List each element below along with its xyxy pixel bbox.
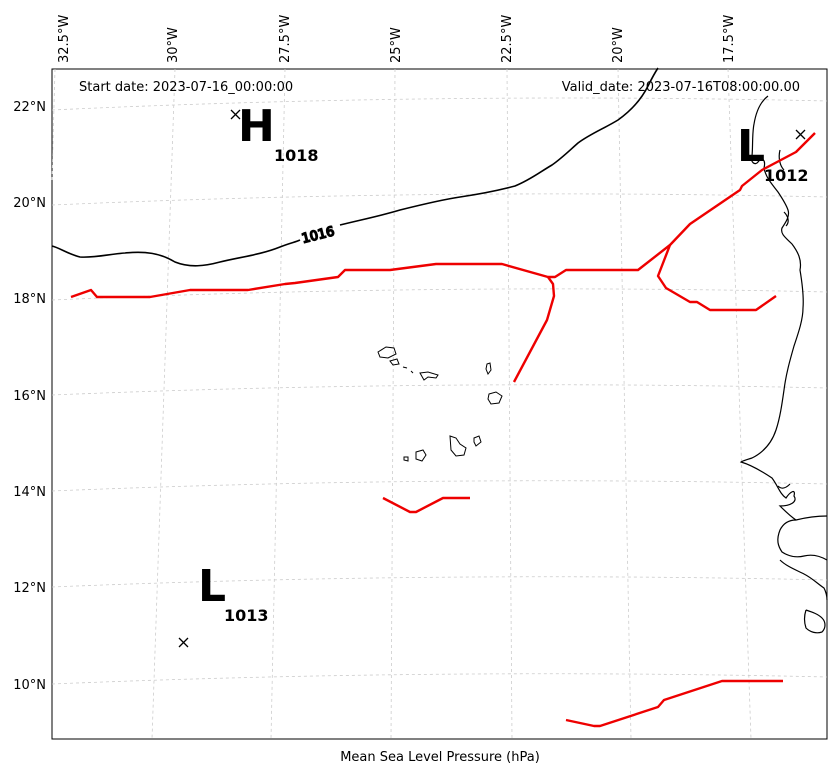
cape-verde-islands [377,346,503,462]
island-sal [485,362,492,376]
meridian-22-5w [506,68,513,740]
parallel-14n [51,480,828,492]
island-brava [403,456,409,462]
lat-tick-label: 12°N [13,581,46,596]
low-center-value: 1013 [224,606,269,625]
lon-tick-label: 25°W [389,27,404,63]
low-center-marker [178,637,189,648]
low-center-letter: L [198,561,226,612]
lat-tick-label: 22°N [13,100,46,115]
high-center-letter: H [238,101,275,152]
island-sao-nicolau [419,371,439,381]
island-santiago [449,435,467,457]
front-south [565,679,783,728]
front-loop [656,244,777,312]
guinea-coast [779,559,828,601]
lon-tick-label: 20°W [611,27,626,63]
coast-detail-3 [777,483,791,489]
isobar-line [339,67,659,226]
meridian-20w [617,68,632,740]
meridian-17-5w [727,68,752,740]
parallel-16n [51,384,828,396]
high-center-value: 1018 [274,146,319,165]
lat-tick-label: 10°N [13,678,46,693]
coast-detail-2 [783,211,789,227]
meridian-32-5w [51,68,56,181]
sierra-leone-coast [803,609,826,634]
meridian-27-5w [270,68,286,740]
lat-tick-label: 20°N [13,196,46,211]
africa-coast-south [777,519,828,561]
lon-tick-label: 22.5°W [500,15,515,63]
pressure-center-markers [178,109,806,648]
parallel-10n [51,673,828,685]
island-ilheu [410,370,414,374]
island-fogo [415,449,427,462]
low-center-value: 1012 [764,166,809,185]
lat-tick-label: 16°N [13,389,46,404]
island-maio [473,435,482,447]
lon-tick-label: 17.5°W [722,15,737,63]
pressure-centers: H 1018 L 1012 L 1013 [198,101,809,625]
isobar-line [51,239,301,267]
meridian-25w [390,68,396,740]
valid-date-label: Valid_date: 2023-07-16T08:00:00.00 [562,80,800,95]
lat-tick-label: 14°N [13,485,46,500]
low-center-letter: L [737,121,765,172]
lat-tick-labels: 22°N 20°N 18°N 16°N 14°N 12°N 10°N [13,100,46,693]
front-north [70,132,816,299]
front-middle [382,496,470,514]
lon-tick-label: 32.5°W [57,15,72,63]
africa-coast [739,95,828,521]
fronts [70,132,816,728]
island-santa-luzia [402,366,408,369]
start-date-label: Start date: 2023-07-16_00:00:00 [79,80,293,95]
map-frame [51,68,828,740]
meridian-30w [151,68,176,740]
lat-tick-label: 18°N [13,292,46,307]
island-sao-vicente [389,358,400,366]
high-center-marker [230,109,241,120]
parallel-20n [51,193,828,206]
island-boa-vista [487,391,503,405]
front-branch [512,276,556,383]
lon-tick-label: 27.5°W [278,15,293,63]
parallel-12n [51,576,828,588]
island-santo-antao [377,346,397,359]
lon-tick-labels: 32.5°W 30°W 27.5°W 25°W 22.5°W 20°W 17.5… [57,15,737,63]
lon-tick-label: 30°W [166,27,181,63]
low-center-marker [795,129,806,140]
map-caption: Mean Sea Level Pressure (hPa) [340,750,540,765]
parallel-22n [51,97,828,111]
